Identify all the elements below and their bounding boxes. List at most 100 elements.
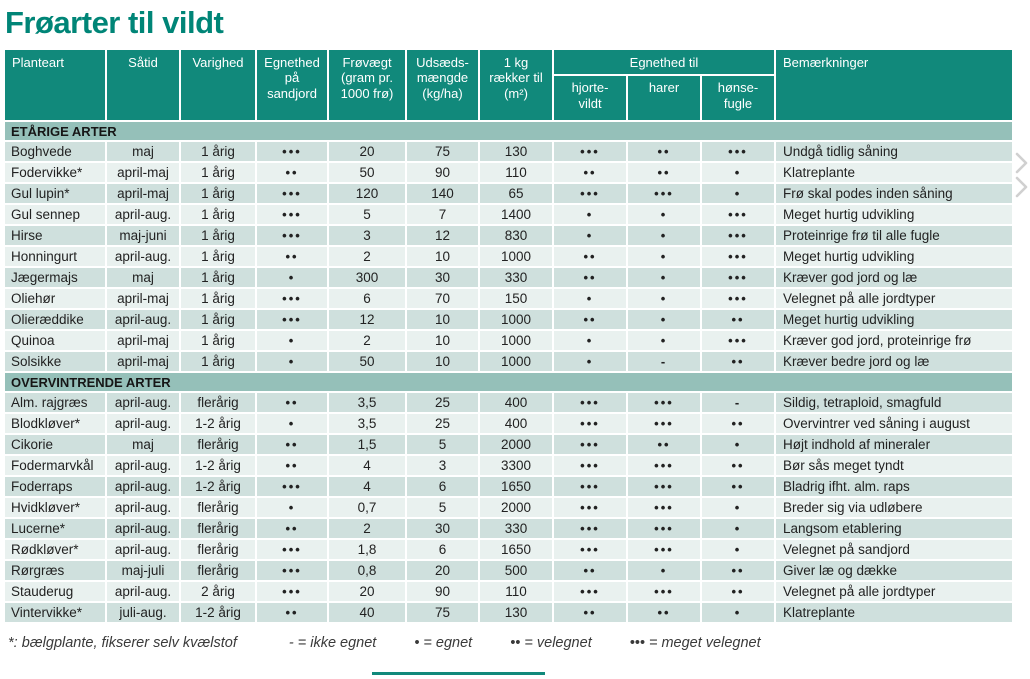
cell-harer: • <box>628 561 700 581</box>
cell-harer: • <box>628 289 700 309</box>
header-planteart: Planteart <box>5 50 105 121</box>
cell-udsaedsmaengde: 30 <box>407 268 478 288</box>
cell-bemaerkninger: Klatreplante <box>776 603 1012 623</box>
cell-bemaerkninger: Frø skal podes inden såning <box>776 184 1012 204</box>
section-title: ETÅRIGE ARTER <box>5 122 1012 141</box>
cell-egnethed-sandjord: ••• <box>257 310 327 330</box>
cell-varighed: 1 årig <box>181 352 255 372</box>
cell-raekker-til: 2000 <box>480 435 552 455</box>
table-row: Vintervikke* juli-aug. 1-2 årig •• 40 75 130 ••… <box>5 603 1012 623</box>
cell-hjortevildt: ••• <box>554 435 626 455</box>
cell-froevaegt: 120 <box>329 184 405 204</box>
cell-udsaedsmaengde: 70 <box>407 289 478 309</box>
cell-bemaerkninger: Kræver god jord, proteinrige frø <box>776 331 1012 351</box>
cell-planteart: Oliehør <box>5 289 105 309</box>
cell-harer: • <box>628 331 700 351</box>
cell-harer: •• <box>628 435 700 455</box>
cell-saatid: april-aug. <box>107 205 179 225</box>
cell-planteart: Rødkløver* <box>5 540 105 560</box>
cell-saatid: april-maj <box>107 331 179 351</box>
cell-hoensefugle: •• <box>702 561 774 581</box>
cell-harer: • <box>628 310 700 330</box>
cell-raekker-til: 130 <box>480 142 552 162</box>
cell-varighed: flerårig <box>181 435 255 455</box>
cell-udsaedsmaengde: 5 <box>407 435 478 455</box>
cell-varighed: 1 årig <box>181 268 255 288</box>
cell-hjortevildt: • <box>554 205 626 225</box>
cell-planteart: Quinoa <box>5 331 105 351</box>
cell-planteart: Vintervikke* <box>5 603 105 623</box>
cell-saatid: april-aug. <box>107 414 179 434</box>
table-row: Oliehør april-maj 1 årig ••• 6 70 150 • • ••• Vele… <box>5 289 1012 309</box>
cell-egnethed-sandjord: ••• <box>257 540 327 560</box>
header-harer: harer <box>628 76 700 121</box>
cell-varighed: 1 årig <box>181 289 255 309</box>
header-egnethed-til: Egnethed til <box>554 50 774 75</box>
table-row: Foderraps april-aug. 1-2 årig ••• 4 6 1650 ••• •… <box>5 477 1012 497</box>
cell-planteart: Alm. rajgræs <box>5 393 105 413</box>
cell-varighed: 1-2 årig <box>181 477 255 497</box>
cell-planteart: Gul sennep <box>5 205 105 225</box>
cell-saatid: maj <box>107 142 179 162</box>
cell-udsaedsmaengde: 3 <box>407 456 478 476</box>
cell-planteart: Olieræddike <box>5 310 105 330</box>
cell-egnethed-sandjord: ••• <box>257 142 327 162</box>
cell-bemaerkninger: Meget hurtig udvikling <box>776 205 1012 225</box>
cell-harer: ••• <box>628 414 700 434</box>
cell-raekker-til: 500 <box>480 561 552 581</box>
legend: *: bælgplante, fikserer selv kvælstof - … <box>8 635 1030 651</box>
cell-froevaegt: 40 <box>329 603 405 623</box>
cell-planteart: Hvidkløver* <box>5 498 105 518</box>
cell-raekker-til: 1000 <box>480 310 552 330</box>
table-header: Planteart Såtid Varighed Egnethed på san… <box>5 50 1012 121</box>
cell-hjortevildt: ••• <box>554 540 626 560</box>
cell-raekker-til: 330 <box>480 268 552 288</box>
table-row: Rørgræs maj-juli flerårig ••• 0,8 20 500 •• • •• G… <box>5 561 1012 581</box>
cell-bemaerkninger: Velegnet på alle jordtyper <box>776 289 1012 309</box>
cell-planteart: Fodervikke* <box>5 163 105 183</box>
cell-saatid: maj <box>107 268 179 288</box>
cell-bemaerkninger: Kræver bedre jord og læ <box>776 352 1012 372</box>
cell-egnethed-sandjord: • <box>257 352 327 372</box>
cell-hoensefugle: • <box>702 519 774 539</box>
cell-froevaegt: 4 <box>329 456 405 476</box>
cell-varighed: 1 årig <box>181 310 255 330</box>
cell-egnethed-sandjord: ••• <box>257 561 327 581</box>
legend-egnet: • = egnet <box>414 635 473 652</box>
cell-froevaegt: 20 <box>329 142 405 162</box>
table-row: Quinoa april-maj 1 årig • 2 10 1000 • • ••• Kræver… <box>5 331 1012 351</box>
table-row: Cikorie maj flerårig •• 1,5 5 2000 ••• •• • Højt i… <box>5 435 1012 455</box>
header-bemaerkninger: Bemærkninger <box>776 50 1012 121</box>
cell-raekker-til: 400 <box>480 393 552 413</box>
cell-harer: •• <box>628 163 700 183</box>
cell-froevaegt: 12 <box>329 310 405 330</box>
table-row: Lucerne* april-aug. flerårig •• 2 30 330 ••• •••… <box>5 519 1012 539</box>
cell-hoensefugle: • <box>702 163 774 183</box>
table-row: Jægermajs maj 1 årig • 300 30 330 •• • ••• Kræver … <box>5 268 1012 288</box>
cell-udsaedsmaengde: 25 <box>407 414 478 434</box>
cell-egnethed-sandjord: • <box>257 498 327 518</box>
cell-udsaedsmaengde: 20 <box>407 561 478 581</box>
cell-bemaerkninger: Undgå tidlig såning <box>776 142 1012 162</box>
cell-hoensefugle: • <box>702 435 774 455</box>
cell-bemaerkninger: Langsom etablering <box>776 519 1012 539</box>
cell-bemaerkninger: Klatreplante <box>776 163 1012 183</box>
cell-froevaegt: 50 <box>329 352 405 372</box>
cell-hjortevildt: •• <box>554 603 626 623</box>
cell-udsaedsmaengde: 75 <box>407 603 478 623</box>
cell-harer: •• <box>628 142 700 162</box>
cell-hoensefugle: •• <box>702 456 774 476</box>
cell-varighed: 1 årig <box>181 247 255 267</box>
cell-saatid: april-aug. <box>107 519 179 539</box>
cell-saatid: april-aug. <box>107 310 179 330</box>
cell-froevaegt: 1,8 <box>329 540 405 560</box>
cell-harer: ••• <box>628 184 700 204</box>
cell-hoensefugle: •• <box>702 582 774 602</box>
cell-froevaegt: 4 <box>329 477 405 497</box>
cell-harer: • <box>628 205 700 225</box>
cell-saatid: april-maj <box>107 184 179 204</box>
table-row: Solsikke april-maj 1 årig • 50 10 1000 • - •• Kræv… <box>5 352 1012 372</box>
cell-harer: ••• <box>628 393 700 413</box>
cell-saatid: april-aug. <box>107 393 179 413</box>
cell-varighed: flerårig <box>181 393 255 413</box>
